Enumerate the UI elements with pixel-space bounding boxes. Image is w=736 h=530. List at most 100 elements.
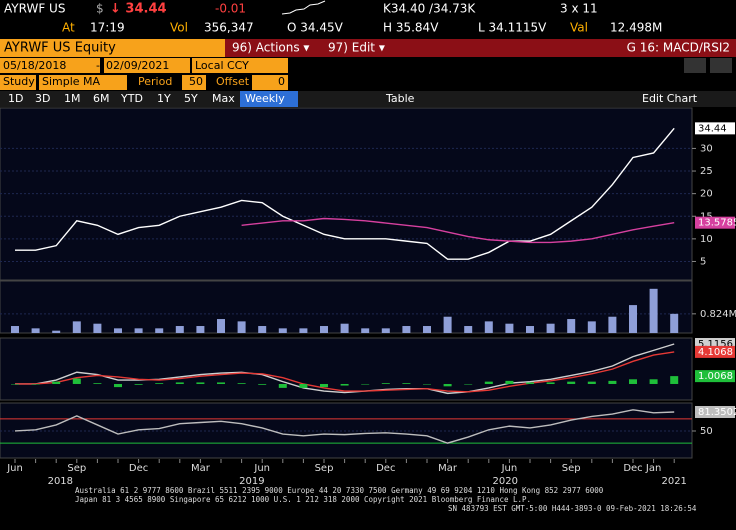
study-label: Study bbox=[3, 75, 35, 88]
dash: - bbox=[96, 59, 100, 72]
range-button[interactable]: 3D bbox=[35, 92, 50, 105]
y-tick-label: 50 bbox=[700, 426, 713, 437]
bar bbox=[505, 380, 514, 384]
vol-label: Vol bbox=[170, 21, 188, 35]
volume: 356,347 bbox=[204, 21, 254, 35]
bar bbox=[361, 328, 370, 333]
bar bbox=[587, 381, 596, 384]
x-tick-label: Jun bbox=[253, 463, 270, 474]
bar bbox=[93, 383, 102, 384]
x-tick-label: Jun bbox=[6, 463, 23, 474]
bar bbox=[361, 383, 370, 385]
bar bbox=[237, 321, 246, 333]
x-tick-label: Dec bbox=[129, 463, 148, 474]
bar bbox=[649, 379, 658, 384]
y-tick-label: 0.824M bbox=[700, 309, 736, 320]
bar bbox=[381, 383, 390, 384]
range-button[interactable]: 1Y bbox=[157, 92, 171, 105]
bar bbox=[237, 383, 246, 384]
bar bbox=[31, 328, 40, 333]
bar bbox=[526, 382, 534, 384]
range-button[interactable]: 1D bbox=[8, 92, 23, 105]
period: 50 bbox=[189, 75, 203, 88]
last-value-label: 13.5785 bbox=[698, 218, 736, 229]
bar bbox=[52, 381, 61, 384]
bar bbox=[443, 316, 452, 333]
range-buttons: 1D 3D 1M 6M YTD 1Y 5Y Max bbox=[8, 92, 235, 105]
line bbox=[15, 351, 675, 393]
bar bbox=[93, 323, 102, 333]
bar bbox=[258, 326, 267, 333]
size: 3 x 11 bbox=[560, 2, 598, 16]
redo-button[interactable] bbox=[710, 58, 732, 73]
bar bbox=[72, 321, 81, 333]
study-label-box bbox=[0, 75, 36, 90]
bar bbox=[278, 328, 287, 333]
bar bbox=[464, 383, 473, 385]
bar bbox=[670, 313, 679, 333]
offset-field[interactable] bbox=[252, 75, 288, 90]
frequency-select[interactable] bbox=[240, 91, 298, 107]
period-field[interactable] bbox=[182, 75, 206, 90]
page-title: G 16: MACD/RSI2 bbox=[627, 41, 730, 55]
range-button[interactable]: Max bbox=[212, 92, 235, 105]
footer-line: Australia 61 2 9777 8600 Brazil 5511 239… bbox=[75, 486, 604, 495]
table-button[interactable]: Table bbox=[385, 92, 415, 105]
value: 12.498M bbox=[610, 21, 662, 35]
undo-button[interactable] bbox=[684, 58, 706, 73]
bar bbox=[134, 383, 143, 385]
currency-field[interactable] bbox=[192, 58, 288, 73]
range-button[interactable]: 5Y bbox=[184, 92, 198, 105]
edit-chart-button[interactable]: Edit Chart bbox=[642, 92, 698, 105]
period-label: Period bbox=[138, 75, 172, 88]
security-box[interactable] bbox=[0, 39, 225, 57]
range-button[interactable]: YTD bbox=[120, 92, 143, 105]
bar bbox=[175, 382, 184, 384]
bar bbox=[114, 328, 122, 333]
bar bbox=[629, 305, 637, 333]
offset-label: Offset bbox=[216, 75, 250, 88]
bar bbox=[526, 326, 534, 333]
currency: $ bbox=[96, 2, 104, 16]
end-field[interactable] bbox=[104, 58, 190, 73]
actions-menu[interactable]: 96) Actions ▾ bbox=[232, 41, 309, 55]
bar bbox=[546, 323, 555, 333]
bar bbox=[402, 383, 411, 384]
last-value-box bbox=[695, 345, 735, 358]
bar bbox=[114, 383, 122, 388]
x-tick-label: Sep bbox=[315, 463, 334, 474]
frequency: Weekly bbox=[245, 92, 285, 105]
bar bbox=[52, 330, 61, 333]
chart-area: 5101520253034.4413.57850.824M5.11564.106… bbox=[0, 107, 736, 487]
x-tick-label: Mar bbox=[438, 463, 458, 474]
line bbox=[15, 127, 675, 260]
line bbox=[15, 343, 675, 395]
time: 17:19 bbox=[90, 21, 125, 35]
bar bbox=[320, 383, 328, 388]
study-select[interactable] bbox=[39, 75, 127, 90]
range-button[interactable]: 1M bbox=[64, 92, 81, 105]
bar bbox=[320, 326, 328, 333]
footer-line: Japan 81 3 4565 8900 Singapore 65 6212 1… bbox=[75, 495, 531, 504]
bar bbox=[443, 383, 452, 387]
year-label: 2019 bbox=[239, 476, 264, 487]
bar bbox=[484, 381, 493, 384]
end-date: 02/09/2021 bbox=[106, 59, 169, 72]
y-tick-label: 30 bbox=[700, 143, 713, 154]
bar bbox=[423, 383, 431, 385]
bar bbox=[567, 381, 576, 384]
range-button[interactable]: 6M bbox=[93, 92, 110, 105]
y-tick-label: 25 bbox=[700, 166, 713, 177]
footer-line: SN 483793 EST GMT-5:00 H444-3893-0 09-Fe… bbox=[448, 504, 697, 513]
x-tick-label: Mar bbox=[191, 463, 211, 474]
bar bbox=[546, 382, 555, 384]
bar bbox=[155, 383, 164, 384]
x-tick-label: Sep bbox=[67, 463, 86, 474]
last-value-label: 81.3502 bbox=[698, 407, 736, 418]
start-field[interactable] bbox=[0, 58, 100, 73]
security: AYRWF US Equity bbox=[4, 41, 116, 56]
last-value-box bbox=[695, 370, 735, 383]
edit-menu[interactable]: 97) Edit ▾ bbox=[328, 41, 385, 55]
bar bbox=[72, 378, 81, 384]
